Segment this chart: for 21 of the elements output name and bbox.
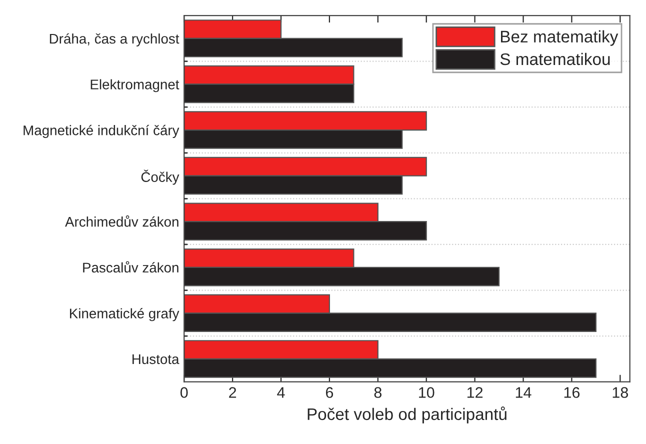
y-tick-label: Pascalův zákon: [83, 261, 178, 273]
x-tick-label: 12: [467, 387, 483, 398]
x-tick-label: 10: [419, 387, 434, 398]
y-tick-label: Archimedův zákon: [65, 215, 178, 227]
y-tick-label: Čočky: [141, 170, 180, 185]
x-tick-label: 18: [612, 387, 628, 398]
y-tick-label: Kinematické grafy: [70, 308, 180, 322]
legend-label: Bez matematiky: [501, 30, 618, 46]
y-tick-label: Magnetické indukční čáry: [24, 124, 180, 138]
x-axis-title: Počet voleb od participantů: [308, 406, 506, 424]
x-tick-label: 4: [277, 387, 285, 398]
x-tick-label: 0: [180, 387, 188, 398]
y-tick-label: Dráha, čas a rychlost: [50, 33, 180, 46]
x-tick-label: 16: [564, 387, 580, 398]
y-tick-label: Elektromagnet: [90, 79, 180, 92]
y-tick-label: Hustota: [132, 354, 180, 364]
x-tick-label: 8: [374, 387, 382, 398]
x-tick-label: 6: [326, 387, 334, 398]
x-tick-label: 14: [516, 387, 532, 398]
legend-label: S matematikou: [500, 52, 610, 66]
x-tick-label: 2: [229, 387, 236, 398]
